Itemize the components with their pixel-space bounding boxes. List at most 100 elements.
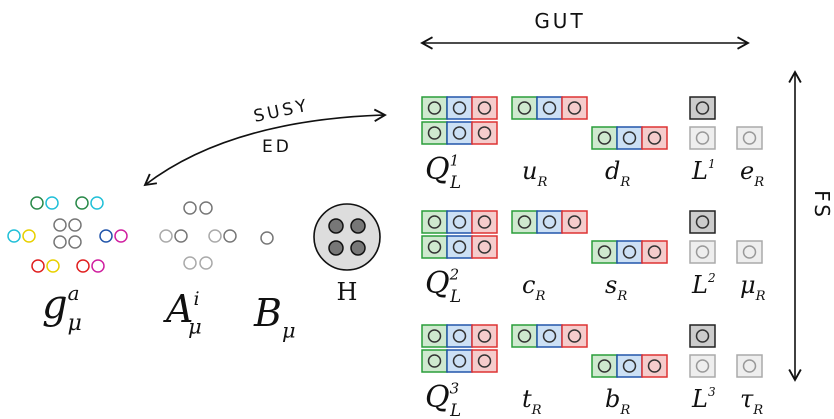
label-base: B — [253, 291, 282, 335]
field-box — [591, 354, 618, 378]
field-box — [689, 354, 716, 378]
field-box — [536, 210, 563, 234]
label: eR — [740, 157, 764, 190]
dot — [350, 240, 366, 256]
label: Q2 L — [425, 266, 461, 307]
dot — [91, 259, 105, 273]
dot — [597, 245, 612, 259]
field-box — [421, 324, 448, 348]
field-box — [471, 349, 498, 373]
label-base: Q — [425, 380, 450, 415]
label: τR — [740, 385, 763, 418]
dot — [159, 229, 173, 243]
dot — [597, 359, 612, 373]
dot — [695, 131, 710, 145]
label: L3 — [691, 385, 716, 413]
label-base: s — [605, 271, 617, 299]
label: L1 — [691, 157, 716, 185]
dot — [477, 215, 492, 229]
dot — [90, 196, 104, 210]
field-box — [511, 96, 538, 120]
dot — [477, 354, 492, 368]
dot — [46, 259, 60, 273]
field-box — [616, 126, 643, 150]
dot — [208, 229, 222, 243]
dot — [517, 215, 532, 229]
particles — [7, 96, 763, 378]
dot — [647, 245, 662, 259]
dot — [427, 126, 442, 140]
dot — [328, 218, 344, 234]
dot — [622, 359, 637, 373]
dot — [7, 229, 21, 243]
dot — [53, 218, 67, 232]
dot — [742, 359, 757, 373]
dot — [647, 131, 662, 145]
label-sub: L — [449, 287, 461, 306]
label-base: g — [42, 282, 68, 328]
label: Q3 L — [425, 380, 461, 419]
label: tR — [522, 385, 542, 418]
dot — [76, 259, 90, 273]
dot — [174, 229, 188, 243]
dot — [427, 354, 442, 368]
label: ga μ — [42, 281, 82, 336]
dot — [695, 215, 710, 229]
label-sub: R — [755, 289, 766, 304]
field-box — [736, 354, 763, 378]
dot — [567, 101, 582, 115]
field-box — [446, 96, 473, 120]
dot — [517, 329, 532, 343]
fs-label: FS — [810, 190, 834, 220]
dot — [53, 235, 67, 249]
dot — [328, 240, 344, 256]
label-sup: 3 — [708, 385, 716, 399]
dot — [622, 245, 637, 259]
dot — [452, 215, 467, 229]
field-box — [471, 121, 498, 145]
label-sup: 3 — [450, 380, 460, 398]
dot — [427, 329, 442, 343]
label: sR — [605, 271, 627, 304]
dot — [31, 259, 45, 273]
field-box — [536, 96, 563, 120]
field-box — [736, 240, 763, 264]
label: bR — [605, 385, 630, 418]
field-box — [421, 96, 448, 120]
dot — [647, 359, 662, 373]
field-box — [641, 354, 668, 378]
dot — [695, 359, 710, 373]
dot — [452, 101, 467, 115]
dot — [99, 229, 113, 243]
label: L2 — [691, 271, 716, 299]
label-sub: R — [619, 403, 630, 418]
field-box — [561, 210, 588, 234]
dot — [260, 231, 274, 245]
label-base: A — [163, 287, 193, 331]
field-box — [421, 235, 448, 259]
field-box — [471, 235, 498, 259]
field-box — [616, 354, 643, 378]
label-sub: R — [536, 175, 547, 190]
field-box — [641, 126, 668, 150]
dot — [542, 329, 557, 343]
label-base: L — [691, 271, 708, 299]
label-base: τ — [740, 385, 754, 413]
dot — [517, 101, 532, 115]
dot — [68, 218, 82, 232]
dot — [542, 215, 557, 229]
dot — [452, 354, 467, 368]
dot — [68, 235, 82, 249]
label-sub: R — [619, 175, 630, 190]
field-box — [421, 121, 448, 145]
field-box — [421, 210, 448, 234]
label-base: b — [605, 385, 620, 413]
label-base: L — [691, 157, 708, 185]
dot — [695, 245, 710, 259]
susy-arrow — [143, 108, 387, 187]
field-box — [421, 349, 448, 373]
dot — [567, 329, 582, 343]
dot — [695, 101, 710, 115]
dot — [477, 329, 492, 343]
label-base: Q — [425, 266, 450, 301]
